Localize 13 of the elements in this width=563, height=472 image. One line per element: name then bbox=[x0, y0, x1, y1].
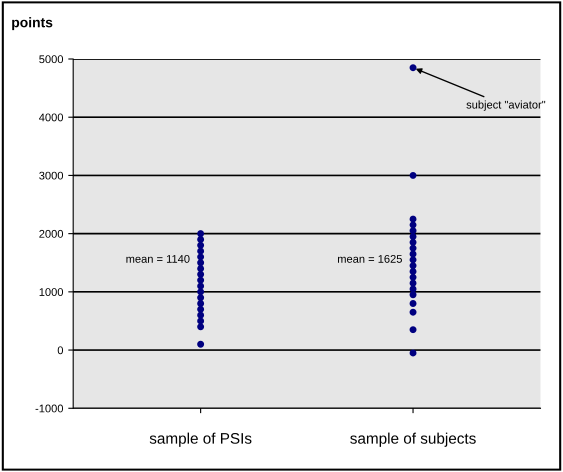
y-tick-label: 4000 bbox=[39, 113, 64, 122]
y-tick-label: 3000 bbox=[39, 172, 64, 180]
y-tick-label: 0 bbox=[58, 346, 64, 354]
y-tick-label: 5000 bbox=[39, 55, 64, 64]
x-tick-label: sample of PSIs bbox=[150, 432, 252, 447]
y-tick-label: -1000 bbox=[36, 404, 64, 412]
y-axis-title: points bbox=[12, 17, 52, 30]
annotation: mean = 1625 bbox=[338, 254, 402, 263]
y-tick-label: 1000 bbox=[40, 288, 64, 296]
annotation: subject "aviator" bbox=[466, 100, 546, 111]
annotation: mean = 1140 bbox=[126, 254, 190, 263]
x-tick-label: sample of subjects bbox=[350, 432, 476, 447]
y-tick-label: 2000 bbox=[39, 230, 64, 238]
